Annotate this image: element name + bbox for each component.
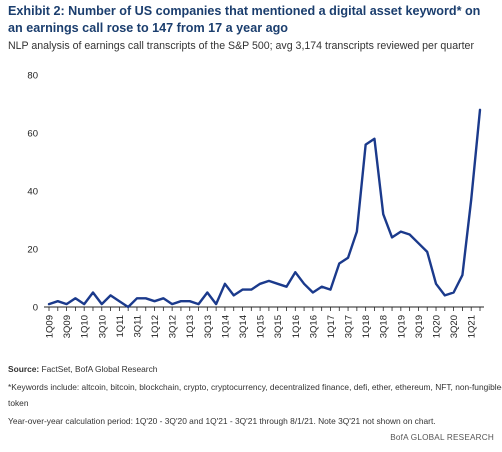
data-point <box>65 303 68 305</box>
source-label: Source: <box>8 364 40 374</box>
data-point <box>444 294 446 296</box>
source-note: Source: FactSet, BofA Global Research <box>8 364 157 374</box>
data-point <box>391 236 393 238</box>
data-point <box>259 283 261 285</box>
x-tick-label: 1Q21 <box>467 315 478 338</box>
data-point <box>365 144 367 146</box>
data-point <box>118 300 120 302</box>
x-tick-label: 3Q19 <box>414 315 425 338</box>
y-tick-label: 80 <box>27 71 38 82</box>
x-tick-label: 3Q16 <box>308 315 319 338</box>
data-point <box>233 294 235 296</box>
data-point <box>83 303 85 305</box>
data-point <box>382 213 384 215</box>
data-point <box>206 291 208 294</box>
x-tick-label: 1Q19 <box>396 315 407 338</box>
data-point <box>101 303 103 305</box>
series-line <box>47 108 482 309</box>
data-point <box>224 283 226 285</box>
footnote-period: Year-over-year calculation period: 1Q'20… <box>8 416 436 426</box>
data-point <box>470 199 472 201</box>
data-point <box>180 300 182 302</box>
data-point <box>356 231 358 233</box>
data-point <box>347 257 349 259</box>
data-point <box>417 242 420 244</box>
data-point <box>285 286 288 288</box>
x-tick-label: 1Q10 <box>80 315 91 338</box>
line-chart: 0 20 40 60 80 1Q09 3Q09 1Q10 3Q10 1Q11 3Q11 1Q12 3Q… <box>27 71 484 338</box>
x-axis: 1Q09 3Q09 1Q10 3Q10 1Q11 3Q11 1Q12 3Q12 1Q13 3Q13… <box>44 306 484 338</box>
data-point <box>215 303 217 305</box>
data-point <box>153 300 156 302</box>
data-point <box>321 286 323 288</box>
data-point <box>241 289 244 291</box>
data-point <box>400 231 402 233</box>
x-tick-label: 1Q17 <box>326 315 337 338</box>
x-tick-label: 3Q13 <box>203 315 214 338</box>
x-tick-label: 3Q10 <box>97 315 108 338</box>
x-tick-label: 1Q13 <box>185 315 196 338</box>
x-tick-label: 3Q11 <box>132 315 143 338</box>
x-tick-label: 1Q16 <box>291 315 302 338</box>
x-tick-label: 3Q20 <box>449 315 460 338</box>
data-point <box>145 297 147 299</box>
x-tick-label: 1Q20 <box>432 315 443 338</box>
data-point <box>74 297 76 299</box>
data-point <box>409 233 411 236</box>
data-point <box>109 294 112 296</box>
y-axis: 0 20 40 60 80 <box>27 71 38 314</box>
x-tick-label: 3Q12 <box>168 315 179 338</box>
x-tick-label: 3Q09 <box>62 315 73 338</box>
data-point <box>250 289 252 291</box>
footnote-keywords-cont: token <box>8 398 29 408</box>
data-point <box>136 297 138 299</box>
chart-subtitle: NLP analysis of earnings call transcript… <box>8 40 474 52</box>
data-point <box>127 306 129 308</box>
data-point <box>197 303 200 305</box>
x-tick-label: 3Q15 <box>273 315 284 338</box>
data-point <box>57 300 59 302</box>
x-tick-label: 3Q14 <box>238 315 249 338</box>
y-tick-label: 20 <box>27 245 38 256</box>
x-tick-label: 1Q09 <box>45 315 56 338</box>
data-point <box>453 291 455 294</box>
x-tick-label: 1Q15 <box>256 315 267 338</box>
x-tick-label: 1Q14 <box>220 315 231 338</box>
data-point <box>48 303 50 305</box>
data-point <box>461 274 464 276</box>
y-tick-label: 40 <box>27 187 38 198</box>
source-text: FactSet, BofA Global Research <box>39 364 158 374</box>
data-point <box>162 297 164 299</box>
x-tick-label: 3Q17 <box>344 315 355 338</box>
y-tick-label: 60 <box>27 129 38 140</box>
chart-title: Exhibit 2: Number of US companies that m… <box>8 4 481 35</box>
data-point <box>294 271 296 273</box>
data-point <box>479 109 481 111</box>
x-tick-label: 1Q11 <box>115 315 126 338</box>
x-tick-label: 1Q18 <box>361 315 372 338</box>
data-point <box>338 262 340 265</box>
data-point <box>329 289 332 291</box>
data-point <box>189 300 191 302</box>
brand-label: BofA GLOBAL RESEARCH <box>390 433 494 442</box>
data-point <box>171 303 173 305</box>
data-point <box>303 283 305 285</box>
series-group <box>47 108 482 309</box>
footnote-keywords: *Keywords include: altcoin, bitcoin, blo… <box>8 382 502 392</box>
data-point <box>435 283 437 285</box>
data-point <box>92 291 94 294</box>
data-point <box>268 280 270 282</box>
data-point <box>312 291 314 294</box>
x-tick-label: 3Q18 <box>379 315 390 338</box>
data-point <box>277 283 279 285</box>
x-tick-label: 1Q12 <box>150 315 161 338</box>
data-point <box>426 251 428 253</box>
data-point <box>373 138 376 140</box>
y-tick-label: 0 <box>33 303 38 314</box>
